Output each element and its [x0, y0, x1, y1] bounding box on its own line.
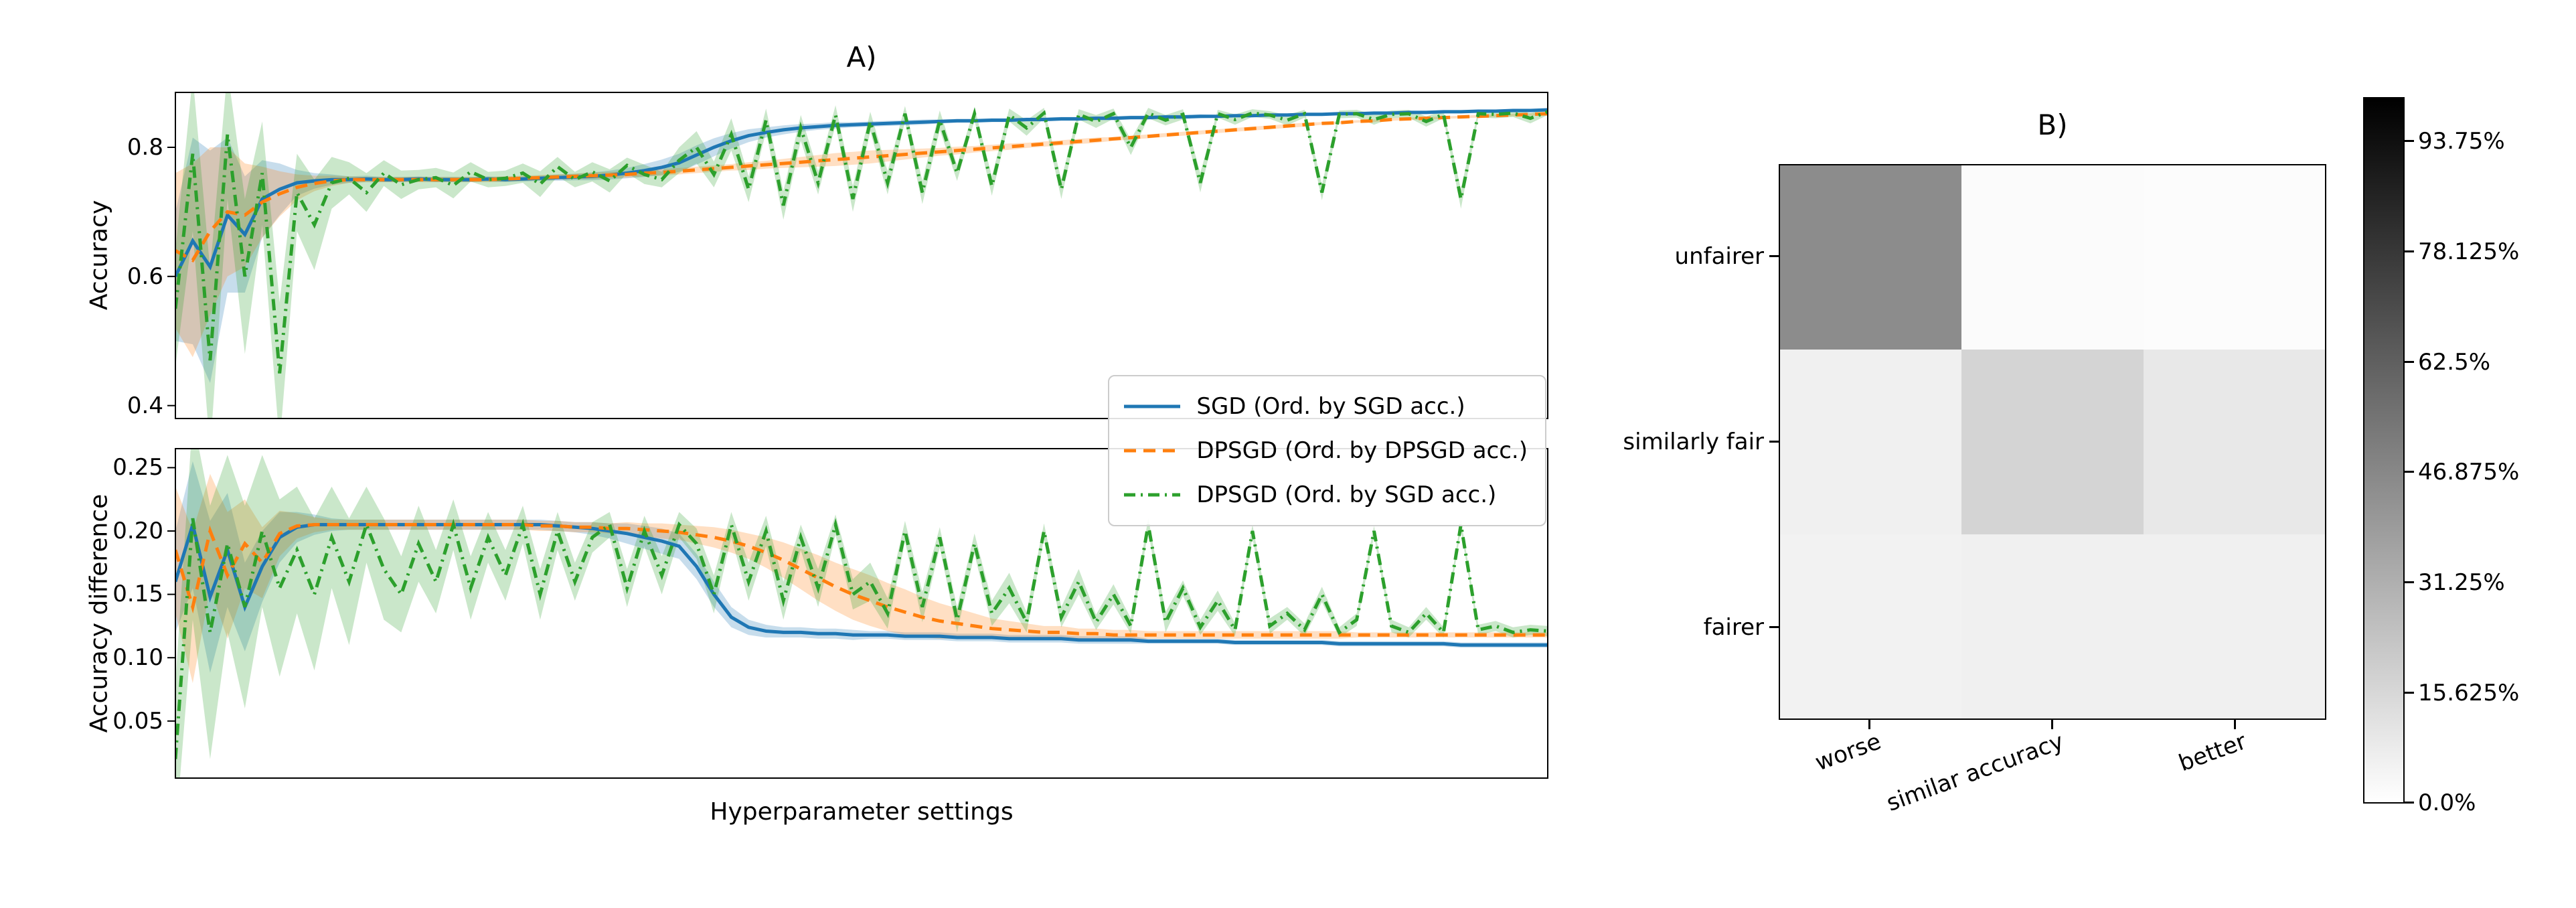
dpsgd-ord-sgd-line-sample-icon — [1124, 493, 1181, 497]
heatmap-cell-fairer-worse — [1780, 534, 1962, 718]
legend: SGD (Ord. by SGD acc.) DPSGD (Ord. by DP… — [1108, 375, 1546, 526]
heatmap-cell-fairer-similar-accuracy — [1961, 534, 2144, 718]
heatmap-cell-unfairer-better — [2143, 165, 2325, 350]
colorbar-tick-93.75: 93.75% — [2405, 128, 2505, 155]
ytick-0.4: 0.4 — [127, 392, 163, 419]
colorbar-tick-0.0: 0.0% — [2404, 789, 2476, 816]
colorbar-tick-78.125: 78.125% — [2404, 238, 2520, 265]
row-label-similarly-fair: similarly fair — [1623, 429, 1764, 455]
legend-item-dpsgd-ord-sgd: DPSGD (Ord. by SGD acc.) — [1121, 473, 1528, 517]
tick-mark — [1769, 255, 1779, 257]
row-label-unfairer: unfairer — [1674, 243, 1764, 270]
panel-b-title: B) — [2037, 108, 2068, 141]
ytick-0.8: 0.8 — [127, 134, 163, 161]
heatmap-cell-unfairer-similar-accuracy — [1961, 165, 2144, 350]
accuracy-difference-chart — [167, 448, 1548, 779]
colorbar — [2363, 97, 2405, 804]
heatmap-cell-fairer-better — [2143, 534, 2325, 718]
heatmap-cell-similarly-fair-better — [2143, 350, 2325, 534]
tick-mark — [2051, 720, 2053, 729]
colorbar-tick-46.875: 46.875% — [2404, 459, 2520, 485]
dpsgd-line-sample-icon — [1124, 449, 1181, 453]
legend-label-dpsgd-ord-sgd: DPSGD (Ord. by SGD acc.) — [1196, 481, 1497, 508]
legend-item-sgd: SGD (Ord. by SGD acc.) — [1121, 384, 1528, 429]
legend-label-sgd: SGD (Ord. by SGD acc.) — [1196, 393, 1465, 420]
ytick-0.20: 0.20 — [112, 518, 163, 544]
heatmap-cell-similarly-fair-similar-accuracy — [1961, 350, 2144, 534]
colorbar-tick-62.5: 62.5% — [2404, 349, 2491, 376]
accuracy-ylabel: Accuracy — [85, 200, 113, 311]
heatmap-cell-unfairer-worse — [1780, 165, 1962, 350]
ytick-0.15: 0.15 — [112, 581, 163, 607]
legend-item-dpsgd: DPSGD (Ord. by DPSGD acc.) — [1121, 429, 1528, 473]
accuracy-chart — [167, 92, 1548, 419]
col-label-worse: worse — [1812, 728, 1884, 777]
tick-mark — [2234, 720, 2236, 729]
heatmap-cell-similarly-fair-worse — [1780, 350, 1962, 534]
legend-label-dpsgd: DPSGD (Ord. by DPSGD acc.) — [1196, 437, 1528, 464]
colorbar-tick-15.625: 15.625% — [2404, 680, 2520, 706]
tick-mark — [1769, 626, 1779, 628]
row-label-fairer: fairer — [1703, 614, 1764, 641]
col-label-better: better — [2175, 728, 2250, 777]
sgd-line-sample-icon — [1124, 404, 1181, 408]
ytick-0.10: 0.10 — [112, 644, 163, 671]
ytick-0.05: 0.05 — [112, 708, 163, 735]
ytick-0.25: 0.25 — [112, 454, 163, 481]
fairness-accuracy-heatmap — [1779, 164, 2326, 720]
tick-mark — [1868, 720, 1870, 729]
col-label-similar-accuracy: similar accuracy — [1882, 728, 2067, 817]
colorbar-tick-31.25: 31.25% — [2405, 569, 2505, 596]
panel-a-title: A) — [846, 41, 877, 74]
tick-mark — [1769, 441, 1779, 443]
hyperparameter-settings-xlabel: Hyperparameter settings — [710, 798, 1014, 826]
ytick-0.6: 0.6 — [127, 263, 163, 290]
